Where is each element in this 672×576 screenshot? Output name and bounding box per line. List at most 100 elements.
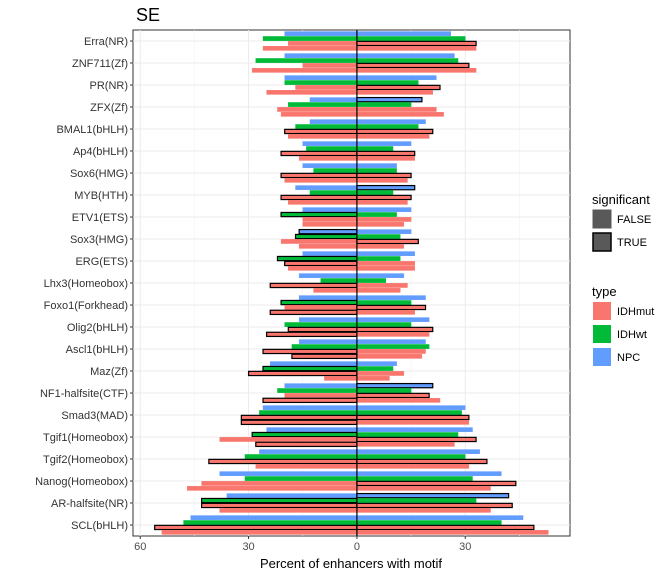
bar-idhmut-right: [356, 178, 408, 183]
category-label: Nanog(Homeobox): [35, 476, 128, 488]
bar-idhwt-left: [280, 211, 358, 218]
bar-idhmut-left: [284, 178, 358, 183]
bar-idhmut-left: [219, 437, 358, 442]
bar-idhwt-right: [356, 344, 430, 349]
legend-key-npc: [593, 348, 611, 366]
bar-idhwt-right: [356, 36, 466, 41]
bar-idhwt-right: [356, 256, 401, 261]
bar-idhmut-right: [356, 134, 430, 139]
legend-key-true: [592, 232, 612, 252]
bar-idhwt-right: [356, 234, 401, 239]
bar-npc-left: [309, 119, 358, 124]
bar-idhmut-left: [269, 282, 358, 289]
bar-idhwt-right: [356, 58, 459, 63]
bar-idhmut-right: [356, 84, 441, 91]
bar-idhwt-left: [277, 388, 358, 393]
bar-idhmut-left: [251, 68, 358, 73]
category-label: AR-halfsite(NR): [51, 498, 128, 510]
bar-idhwt-left: [262, 365, 358, 372]
category-label: ERG(ETS): [75, 256, 128, 268]
x-tick-label: 30: [459, 541, 471, 553]
category-label: Smad3(MAD): [61, 410, 128, 422]
bar-idhwt-right: [356, 432, 459, 437]
bar-npc-right: [356, 75, 437, 80]
bar-idhmut-right: [356, 392, 430, 399]
legend-label-true: TRUE: [617, 237, 647, 249]
bar-idhwt-right: [356, 476, 473, 481]
bar-idhwt-right: [356, 212, 397, 217]
bar-idhwt-left: [201, 497, 358, 504]
bar-idhwt-right: [356, 322, 412, 327]
bar-idhwt-left: [244, 476, 358, 481]
bar-idhmut-right: [356, 420, 470, 425]
bar-npc-left: [302, 141, 358, 146]
bar-idhwt-left: [284, 322, 358, 327]
bar-npc-right: [356, 163, 397, 168]
bar-idhmut-left: [262, 46, 358, 51]
bar-npc-left: [298, 339, 358, 344]
bar-idhwt-left: [294, 233, 358, 240]
bar-npc-left: [226, 493, 358, 498]
bar-idhmut-right: [356, 40, 477, 47]
bar-idhwt-right: [356, 80, 419, 85]
bar-idhmut-right: [356, 524, 535, 531]
bar-idhwt-right: [356, 410, 462, 415]
bar-idhwt-right: [356, 190, 394, 195]
category-label: Ascl1(bHLH): [66, 344, 128, 356]
category-label: BMAL1(bHLH): [56, 124, 128, 136]
category-label: Sox3(HMG): [70, 234, 128, 246]
bar-npc-right: [356, 184, 416, 191]
bar-idhmut-left: [280, 150, 358, 157]
bar-idhmut-right: [356, 46, 477, 51]
bar-idhmut-left: [208, 458, 358, 465]
x-axis-title: Percent of enhancers with motif: [260, 556, 442, 571]
category-label: Ap4(bHLH): [73, 146, 128, 158]
bar-idhmut-left: [284, 393, 358, 398]
bar-idhwt-left: [306, 146, 358, 151]
bar-idhmut-right: [356, 62, 470, 69]
bar-idhmut-left: [262, 397, 358, 404]
bar-idhmut-right: [356, 156, 415, 161]
bar-idhmut-right: [356, 486, 491, 491]
bar-npc-left: [259, 449, 358, 454]
bar-idhmut-left: [284, 128, 358, 135]
category-label: SCL(bHLH): [71, 520, 128, 532]
legend-label-idhmut: IDHmut: [617, 306, 654, 318]
bar-idhmut-right: [356, 112, 444, 117]
bar-idhmut-right: [356, 376, 390, 381]
bar-idhmut-right: [356, 354, 423, 359]
bar-npc-right: [356, 119, 426, 124]
bar-idhmut-right: [356, 502, 513, 509]
bar-idhwt-right: [356, 146, 394, 151]
bar-npc-right: [356, 339, 426, 344]
bar-idhmut-left: [277, 107, 358, 112]
x-tick-label: 30: [242, 541, 254, 553]
bar-idhmut-right: [356, 128, 434, 135]
bar-idhmut-right: [356, 310, 415, 315]
legend-label-npc: NPC: [617, 352, 640, 364]
bar-idhmut-right: [356, 436, 477, 443]
bar-idhmut-left: [201, 481, 358, 486]
bar-npc-right: [356, 141, 412, 146]
bar-npc-left: [295, 185, 358, 190]
bar-npc-right: [356, 295, 426, 300]
bar-idhmut-left: [269, 309, 358, 316]
bar-idhwt-left: [320, 278, 358, 283]
bar-npc-right: [356, 471, 502, 476]
bar-idhmut-left: [302, 222, 358, 227]
bar-idhwt-left: [288, 102, 358, 107]
bar-idhmut-right: [356, 261, 415, 266]
bar-idhmut-left: [324, 376, 358, 381]
bar-idhmut-left: [298, 244, 358, 249]
bar-idhmut-right: [356, 172, 412, 179]
bar-idhmut-right: [356, 508, 491, 513]
bar-idhwt-right: [356, 454, 466, 459]
bar-idhwt-left: [251, 431, 358, 438]
bar-idhmut-right: [356, 238, 419, 245]
bar-idhmut-left: [266, 331, 358, 338]
bar-idhmut-right: [356, 398, 441, 403]
bar-npc-left: [298, 317, 358, 322]
bar-idhmut-left: [295, 85, 358, 90]
x-tick-label: 60: [134, 541, 146, 553]
